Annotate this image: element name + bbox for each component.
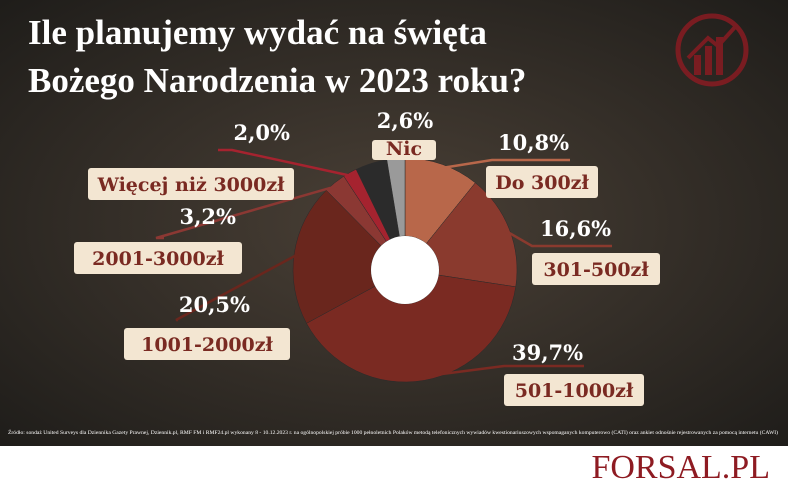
- category-box: [74, 242, 242, 274]
- category-label: Nic: [386, 138, 422, 160]
- leader-line: [505, 229, 612, 248]
- value-label: 2,0%: [234, 120, 291, 145]
- value-label: 2,6%: [377, 108, 434, 133]
- value-label: 20,5%: [179, 292, 250, 317]
- leader-line: [155, 184, 338, 240]
- footer-band: [0, 446, 788, 484]
- value-label: 3,2%: [180, 204, 237, 229]
- leader-line: [175, 253, 299, 322]
- leader-line: [440, 158, 570, 170]
- chart-title: Ile planujemy wydać na święta: [28, 13, 487, 52]
- category-box: [504, 374, 644, 406]
- category-box: [88, 168, 294, 200]
- category-box: [532, 253, 660, 285]
- leader-line: [218, 148, 353, 178]
- donut-hole: [371, 236, 439, 304]
- value-label: 16,6%: [540, 216, 611, 241]
- source-note: Źródło: sondaż United Surveys dla Dzienn…: [8, 428, 778, 436]
- category-box: [372, 140, 436, 160]
- category-label: Więcej niż 3000zł: [97, 174, 286, 196]
- category-label: 2001-3000zł: [92, 248, 224, 270]
- category-box: [124, 328, 290, 360]
- category-label: Do 300zł: [495, 172, 589, 194]
- leader-line: [423, 364, 584, 378]
- chart-title: Bożego Narodzenia w 2023 roku?: [28, 61, 526, 100]
- brand-logo: FORSAL.PL: [591, 449, 770, 484]
- logo-icon: [675, 13, 749, 87]
- category-label: 1001-2000zł: [141, 334, 273, 356]
- category-label: 501-1000zł: [515, 380, 634, 402]
- value-label: 39,7%: [512, 340, 583, 365]
- category-label: 301-500zł: [543, 259, 649, 281]
- value-label: 10,8%: [498, 130, 569, 155]
- category-box: [486, 166, 598, 198]
